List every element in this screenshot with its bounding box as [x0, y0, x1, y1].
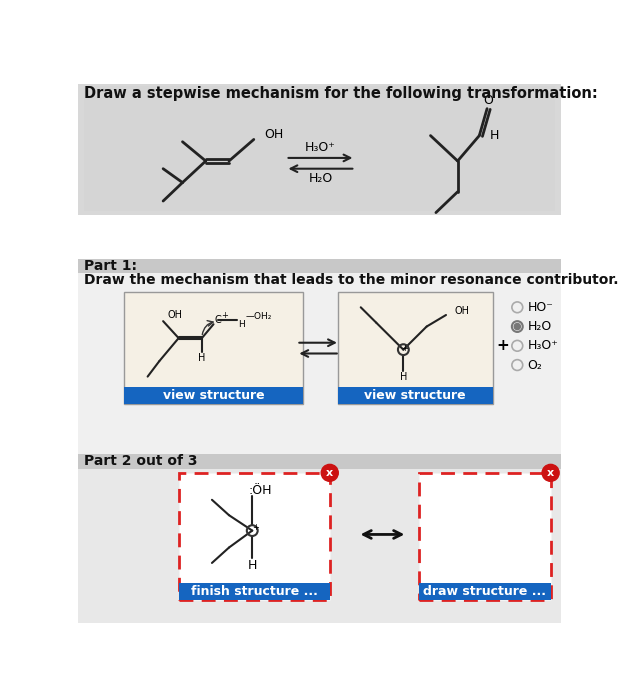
- Text: view structure: view structure: [364, 389, 466, 402]
- Text: H: H: [239, 320, 245, 329]
- Text: draw structure ...: draw structure ...: [423, 585, 546, 598]
- Text: O₂: O₂: [528, 358, 542, 372]
- Text: H: H: [400, 372, 407, 382]
- Text: —OH₂: —OH₂: [246, 312, 272, 321]
- Text: Draw the mechanism that leads to the minor resonance contributor.: Draw the mechanism that leads to the min…: [84, 273, 619, 287]
- Bar: [179, 473, 330, 600]
- Bar: [338, 386, 493, 403]
- Circle shape: [542, 464, 559, 482]
- Text: H: H: [490, 129, 500, 142]
- Bar: [78, 84, 561, 215]
- Bar: [78, 272, 561, 454]
- Bar: [419, 473, 551, 600]
- Text: view structure: view structure: [163, 389, 264, 402]
- Text: Part 2 out of 3: Part 2 out of 3: [84, 454, 197, 468]
- Text: C: C: [215, 314, 222, 325]
- Bar: [78, 259, 561, 272]
- Bar: [78, 454, 561, 469]
- Text: H: H: [247, 559, 257, 572]
- Text: O: O: [483, 94, 493, 107]
- Text: HO⁻: HO⁻: [528, 301, 553, 314]
- Text: x: x: [547, 468, 554, 478]
- Text: OH: OH: [264, 128, 283, 141]
- Text: H₂O: H₂O: [308, 172, 333, 186]
- Bar: [125, 386, 303, 403]
- Bar: [419, 583, 551, 600]
- Text: H₂O: H₂O: [528, 320, 551, 333]
- Text: OH: OH: [167, 310, 183, 320]
- Circle shape: [321, 464, 338, 482]
- Text: x: x: [326, 468, 333, 478]
- Bar: [84, 86, 554, 211]
- Bar: [78, 469, 561, 623]
- Text: finish structure ...: finish structure ...: [191, 585, 318, 598]
- Text: Draw a stepwise mechanism for the following transformation:: Draw a stepwise mechanism for the follow…: [84, 85, 598, 101]
- Text: :ÖH: :ÖH: [248, 484, 272, 497]
- Circle shape: [514, 323, 520, 330]
- Bar: [125, 292, 303, 403]
- Text: Part 1:: Part 1:: [84, 259, 137, 273]
- Bar: [78, 273, 561, 288]
- Bar: [78, 84, 561, 215]
- Text: +: +: [252, 523, 259, 532]
- Text: +: +: [221, 311, 228, 319]
- Text: +: +: [496, 338, 509, 354]
- Text: +: +: [401, 344, 408, 354]
- Text: H: H: [198, 353, 206, 363]
- Bar: [78, 454, 561, 469]
- Bar: [338, 292, 493, 403]
- Bar: [78, 259, 561, 272]
- Bar: [179, 583, 330, 600]
- Text: H₃O⁺: H₃O⁺: [528, 340, 558, 352]
- Text: H₃O⁺: H₃O⁺: [305, 141, 336, 155]
- Text: OH: OH: [455, 306, 470, 316]
